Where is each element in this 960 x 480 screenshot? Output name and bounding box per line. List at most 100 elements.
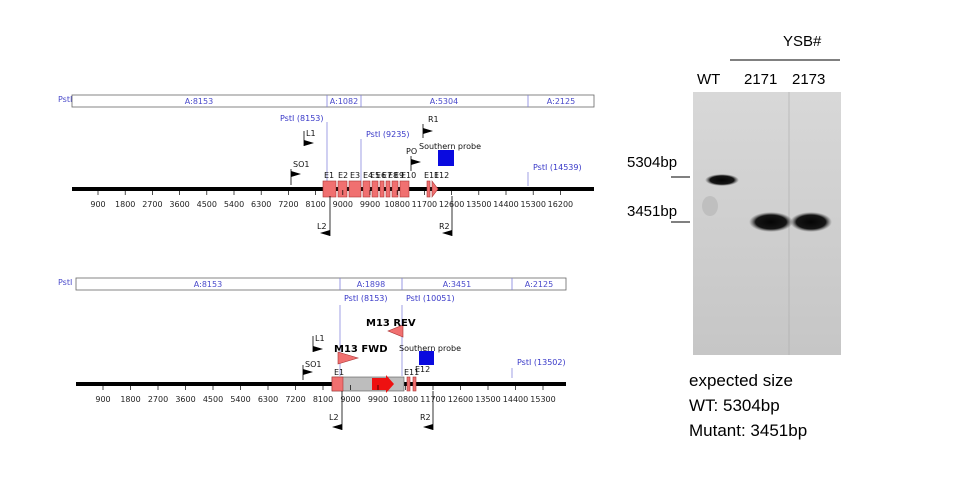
mut-m13-fwd-label: M13 FWD <box>334 344 388 355</box>
mut-exon-block <box>331 376 344 392</box>
wt-site-label: PstI (9235) <box>366 130 410 139</box>
wt-axis: 900 1800 2700 3600 4500 5400 6300 7200 8100 9000 9… <box>90 190 573 209</box>
mut-selection-arrow <box>372 375 394 393</box>
wt-exon-block <box>391 180 399 198</box>
mut-primer-label: L2 <box>329 413 339 422</box>
wt-axis-tick-label: 9900 <box>360 200 380 209</box>
wt-exon-block <box>337 180 348 198</box>
wt-exon-block <box>362 180 371 198</box>
wt-primer-label: R1 <box>428 115 439 124</box>
mut-site-label: PstI (8153) <box>344 294 388 303</box>
wt-exon-block <box>348 180 362 198</box>
wt-segment-label: A:5304 <box>430 97 458 106</box>
mut-axis: 900 1800 2700 3600 4500 5400 6300 7200 8100 9000 9… <box>95 385 556 404</box>
mut-exon-label: E1 <box>334 368 344 377</box>
mut-axis-tick-label: 5400 <box>230 395 250 404</box>
wt-axis-tick-label: 11700 <box>412 200 437 209</box>
gel-marker-label: 3451bp <box>627 203 677 220</box>
wt-primer-so1-arrow <box>291 171 301 177</box>
mut-primer-label: R2 <box>420 413 431 422</box>
wt-primer-label: SO1 <box>293 160 309 169</box>
mut-probe-label: Southern probe <box>399 344 461 353</box>
wt-exon-block <box>385 180 391 198</box>
wt-primer-po-arrow <box>411 159 421 165</box>
mut-m13-rev-label: M13 REV <box>366 318 416 329</box>
mut-axis-tick-label: 4500 <box>203 395 223 404</box>
gel-band-2171 <box>749 212 793 232</box>
gel-panel: YSB# WT 2171 2173 5304bp 3451bp expected… <box>627 33 841 440</box>
mut-primer-r2-arrow <box>423 424 433 430</box>
gel-band-2173 <box>790 212 832 232</box>
mut-axis-tick-label: 7200 <box>285 395 305 404</box>
mut-axis-tick-label: 9000 <box>340 395 360 404</box>
mut-axis-tick-label: 9900 <box>368 395 388 404</box>
gel-band-wt <box>705 174 739 186</box>
wt-axis-tick-label: 4500 <box>197 200 217 209</box>
mut-exon-block <box>406 376 411 392</box>
mut-segment-label: A:1898 <box>357 280 385 289</box>
mut-exon-label: E12 <box>415 365 430 374</box>
mut-primer-l1-arrow <box>313 346 323 352</box>
gel-group-label: YSB# <box>783 33 822 50</box>
wt-exon-label: E12 <box>434 171 449 180</box>
mutant-map: PstI A:8153 A:1898 A:3451 A:2125 PstI (8… <box>58 277 567 430</box>
wt-axis-tick-label: 8100 <box>305 200 325 209</box>
mut-southern-probe <box>419 351 434 365</box>
mut-axis-tick-label: 2700 <box>148 395 168 404</box>
wt-axis-tick-label: 15300 <box>520 200 545 209</box>
wt-site-label: PstI (14539) <box>533 163 582 172</box>
wt-primer-l2-arrow <box>320 230 330 236</box>
wt-axis-tick-label: 900 <box>90 200 105 209</box>
wt-enzyme-label: PstI <box>58 95 72 104</box>
mut-axis-tick-label: 6300 <box>258 395 278 404</box>
mut-site-label: PstI (10051) <box>406 294 455 303</box>
mut-primer-label: L1 <box>315 334 325 343</box>
mut-primer-label: SO1 <box>305 360 321 369</box>
wt-primer-label: L1 <box>306 129 316 138</box>
wt-primer-l1-arrow <box>304 140 314 146</box>
mut-axis-tick-label: 11700 <box>420 395 445 404</box>
wt-segment-label: A:1082 <box>330 97 358 106</box>
wt-axis-tick-label: 9000 <box>333 200 353 209</box>
wt-primer-r1-arrow <box>423 128 433 134</box>
wt-exon-label: E11 <box>424 171 439 180</box>
mut-enzyme-label: PstI <box>58 278 72 287</box>
wt-axis-tick-label: 13500 <box>466 200 491 209</box>
wt-axis-tick-label: 7200 <box>278 200 298 209</box>
mut-m13-fwd-arrow <box>337 351 360 365</box>
wt-exon-label: E5 <box>370 171 380 180</box>
wt-primer-r2-arrow <box>442 230 452 236</box>
wt-exon-label: E2 <box>338 171 348 180</box>
wt-exon-label: E7 <box>382 171 392 180</box>
wt-exon-block <box>379 180 385 198</box>
mut-axis-tick-label: 8100 <box>313 395 333 404</box>
wt-probe-label: Southern probe <box>419 142 481 151</box>
wt-exon-label: E6 <box>376 171 386 180</box>
mut-site-label: PstI (13502) <box>517 358 566 367</box>
mut-axis-tick-label: 14400 <box>503 395 528 404</box>
wt-exon-label: E1 <box>324 171 334 180</box>
wt-segment-label: A:2125 <box>547 97 575 106</box>
wt-axis-tick-label: 12600 <box>439 200 464 209</box>
mut-segment-label: A:2125 <box>525 280 553 289</box>
mut-primer-so1-arrow <box>303 369 313 375</box>
mut-segment-label: A:3451 <box>443 280 471 289</box>
wt-exon-label: E10 <box>401 171 416 180</box>
wt-exon-label: E8 <box>388 171 398 180</box>
caption-line: expected size <box>689 371 793 390</box>
mut-exon-label: E11 <box>404 368 419 377</box>
wt-axis-tick-label: 14400 <box>493 200 518 209</box>
mut-primer-l2-arrow <box>332 424 342 430</box>
wt-axis-tick-label: 2700 <box>142 200 162 209</box>
wt-axis-tick-label: 10800 <box>384 200 409 209</box>
wt-fragment-bar <box>71 94 595 108</box>
wt-primer-label: R2 <box>439 222 450 231</box>
wt-exon-label: E4 <box>363 171 373 180</box>
wt-exon-arrow <box>431 180 439 198</box>
mut-axis-tick-label: 13500 <box>475 395 500 404</box>
gel-lane-label: 2173 <box>792 71 825 88</box>
mut-fragment-bar <box>75 277 567 291</box>
wt-southern-probe <box>438 150 454 166</box>
caption-line: WT: 5304bp <box>689 396 780 415</box>
